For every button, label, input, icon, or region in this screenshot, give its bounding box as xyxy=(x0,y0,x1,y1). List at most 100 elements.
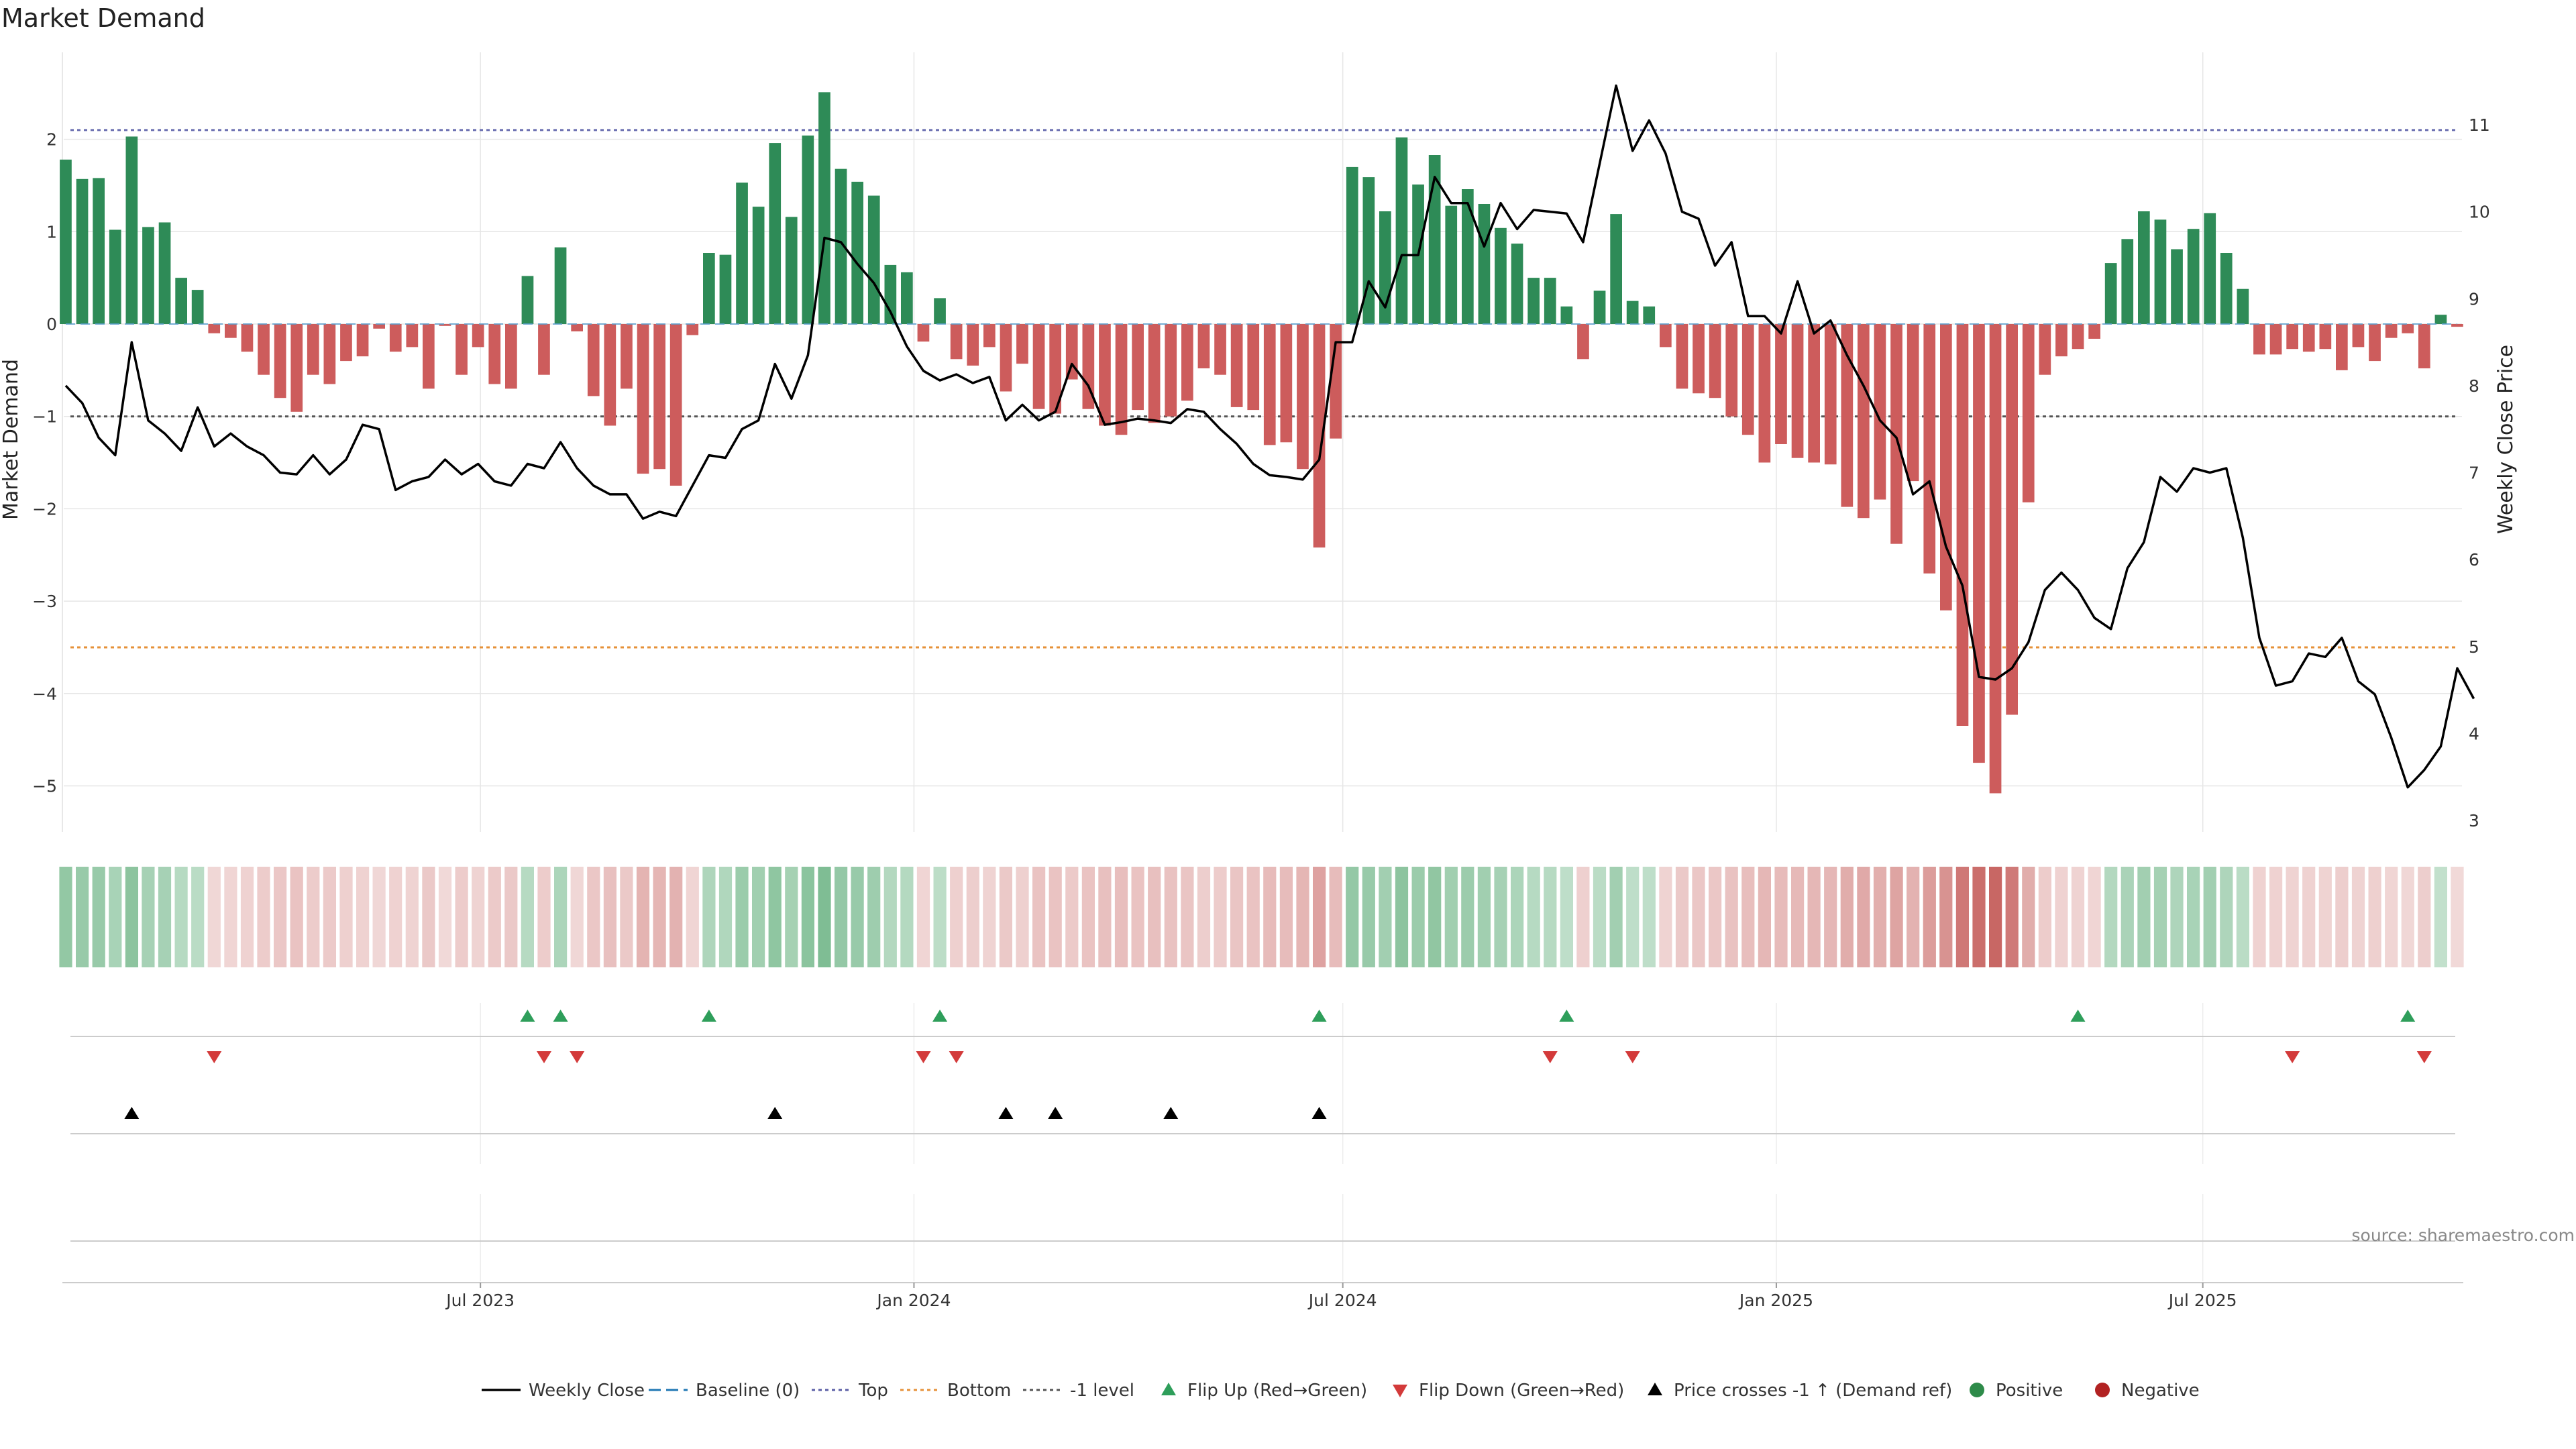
heat-cell xyxy=(867,867,881,967)
legend-item: Negative xyxy=(2095,1381,2200,1401)
demand-bar xyxy=(604,324,616,426)
demand-bar xyxy=(1230,324,1243,407)
demand-bar xyxy=(1197,324,1210,369)
heat-cell xyxy=(2385,867,2398,967)
heat-cell xyxy=(2203,867,2216,967)
demand-bar xyxy=(2385,324,2398,338)
heat-cell xyxy=(1098,867,1112,967)
heat-cell xyxy=(2318,867,2332,967)
demand-bar xyxy=(307,324,319,375)
heat-cell xyxy=(1230,867,1244,967)
demand-bar xyxy=(175,278,187,324)
heat-cell xyxy=(933,867,947,967)
demand-bar xyxy=(2022,324,2035,502)
heat-cell xyxy=(1807,867,1821,967)
demand-bar xyxy=(2104,263,2117,324)
demand-bar xyxy=(455,324,468,375)
demand-bar xyxy=(1165,324,1177,417)
demand-bar xyxy=(2006,324,2018,715)
legend-circle xyxy=(1970,1383,1984,1397)
demand-bar xyxy=(1676,324,1688,389)
demand-bar xyxy=(1297,324,1309,470)
heat-cell xyxy=(1131,867,1144,967)
heat-cell xyxy=(883,867,897,967)
demand-bar xyxy=(439,324,451,326)
y-axis-title: Market Demand xyxy=(0,359,23,520)
heat-cell xyxy=(1411,867,1425,967)
heat-cell xyxy=(257,867,270,967)
heat-cell xyxy=(521,867,534,967)
heat-cell xyxy=(389,867,402,967)
heat-cell xyxy=(1346,867,1359,967)
heat-cell xyxy=(1791,867,1805,967)
heat-cell xyxy=(323,867,336,967)
flip-up-marker xyxy=(520,1010,535,1022)
demand-bar xyxy=(2121,239,2134,324)
demand-bar xyxy=(1032,324,1045,409)
heat-cell xyxy=(1857,867,1870,967)
y-tick-label: −1 xyxy=(32,407,57,427)
demand-bar xyxy=(2204,213,2216,324)
demand-bar xyxy=(1065,324,1078,380)
demand-bar xyxy=(950,324,963,360)
heat-cell xyxy=(1461,867,1474,967)
demand-bar xyxy=(2336,324,2348,370)
heat-cell xyxy=(570,867,584,967)
heat-cell xyxy=(2088,867,2101,967)
x-axis: Jul 2023 Jan 2024 Jul 2024 Jan 2025 Jul 2025 xyxy=(62,1282,2463,1310)
demand-bar xyxy=(2319,324,2332,350)
demand-bar xyxy=(505,324,517,389)
demand-bar xyxy=(109,229,121,324)
heat-cell xyxy=(422,867,435,967)
heat-cell xyxy=(2220,867,2233,967)
demand-bar xyxy=(2253,324,2265,355)
legend-label: Top xyxy=(858,1381,888,1401)
heat-cell xyxy=(207,867,221,967)
heat-cell xyxy=(1329,867,1342,967)
heat-cell xyxy=(125,867,138,967)
heat-cell xyxy=(2055,867,2068,967)
demand-bar xyxy=(356,324,369,357)
demand-bar xyxy=(835,168,847,324)
demand-bar xyxy=(2072,324,2084,350)
heat-cell xyxy=(1544,867,1557,967)
demand-bar xyxy=(1741,324,1754,435)
heat-cell xyxy=(1477,867,1491,967)
left-y-axis: −5 −4 −3 −2 −1 0 1 2 xyxy=(32,130,57,796)
heat-cell xyxy=(1955,867,1969,967)
demand-bar xyxy=(2402,324,2414,333)
heat-cell xyxy=(1774,867,1788,967)
demand-bar xyxy=(769,143,782,324)
demand-bar xyxy=(1428,155,1441,324)
heat-cell xyxy=(1164,867,1177,967)
demand-bar xyxy=(1148,324,1161,423)
heat-cell xyxy=(1065,867,1079,967)
heat-cell xyxy=(916,867,930,967)
x-tick-label: Jul 2024 xyxy=(1307,1291,1377,1310)
flip-down-marker xyxy=(570,1051,585,1063)
demand-bar xyxy=(1495,227,1507,324)
heat-cell xyxy=(1890,867,1903,967)
heat-cell xyxy=(2302,867,2316,967)
demand-bar xyxy=(967,324,979,366)
demand-bar xyxy=(274,324,286,398)
heat-cell xyxy=(1675,867,1689,967)
demand-bar xyxy=(1511,244,1523,324)
demand-bar xyxy=(76,178,89,324)
demand-bar xyxy=(983,324,996,347)
demand-bar xyxy=(1858,324,1870,519)
legend-label: Flip Up (Red→Green) xyxy=(1187,1381,1367,1401)
heat-cell xyxy=(1989,867,2002,967)
heat-cell xyxy=(2187,867,2200,967)
heat-cell xyxy=(1016,867,1029,967)
flip-up-marker xyxy=(553,1010,568,1022)
heat-cell xyxy=(472,867,485,967)
heat-cell xyxy=(174,867,188,967)
heat-cell xyxy=(1313,867,1326,967)
heat-cell xyxy=(537,867,551,967)
heat-cell xyxy=(2286,867,2299,967)
heat-cell xyxy=(1114,867,1128,967)
demand-bar xyxy=(1593,290,1606,324)
heat-cell xyxy=(1972,867,1986,967)
price-cross-marker xyxy=(1048,1107,1063,1119)
